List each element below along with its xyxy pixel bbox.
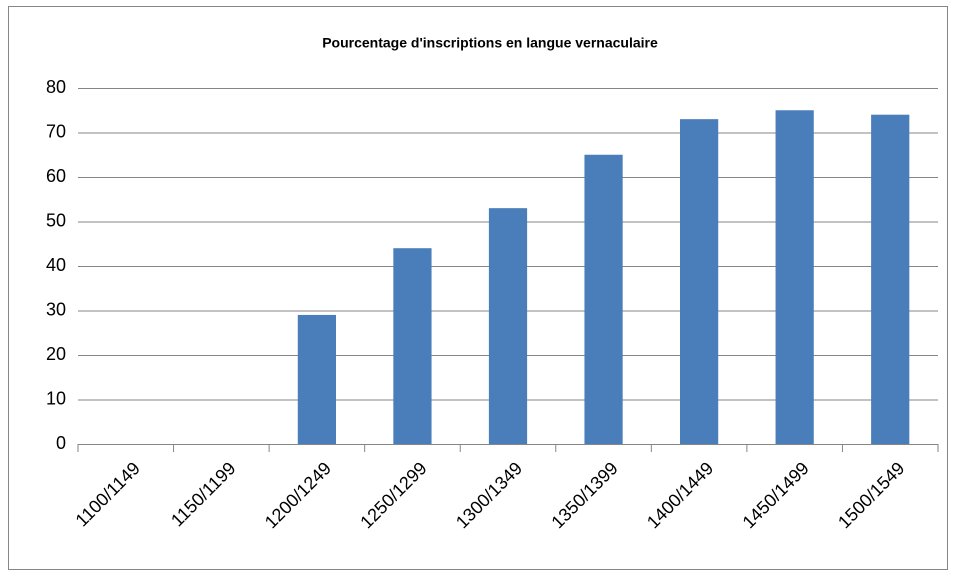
y-tick-label: 50: [46, 210, 66, 230]
y-tick-label: 30: [46, 299, 66, 319]
bar: [680, 119, 719, 445]
bar: [488, 208, 528, 444]
y-tick-label: 60: [46, 166, 66, 186]
bar: [393, 248, 432, 444]
bar: [871, 114, 910, 444]
bar: [775, 110, 814, 444]
bar: [584, 154, 623, 444]
y-tick-label: 20: [46, 344, 66, 364]
y-tick-label: 80: [46, 77, 66, 97]
y-tick-label: 0: [56, 433, 66, 453]
y-tick-label: 40: [46, 255, 66, 275]
y-tick-label: 70: [46, 121, 66, 141]
y-tick-label: 10: [46, 388, 66, 408]
chart-title: Pourcentage d'inscriptions en langue ver…: [322, 35, 658, 51]
bar: [297, 314, 336, 444]
